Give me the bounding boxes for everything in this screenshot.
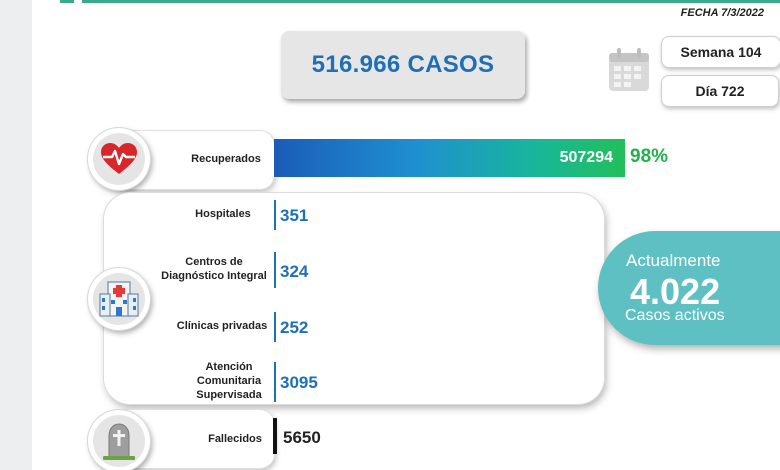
top-accent-left	[60, 0, 74, 3]
tombstone-icon	[88, 410, 150, 470]
recovered-percent: 98%	[630, 146, 669, 167]
active-subtitle: Casos activos	[625, 307, 725, 324]
day-badge: Día 722	[661, 75, 779, 107]
week-badge: Semana 104	[661, 36, 780, 68]
care-divider-4	[274, 362, 276, 402]
deceased-divider	[273, 418, 277, 454]
active-cases-badge: Actualmente 4.022 Casos activos	[598, 231, 780, 345]
care-divider-1	[274, 200, 276, 230]
date-label: FECHA 7/3/2022	[680, 7, 764, 19]
care-value-comunitaria: 3095	[280, 373, 318, 392]
care-panel	[104, 193, 604, 404]
total-cases-box: 516.966 CASOS	[281, 31, 525, 99]
care-label-comunitaria: Atención Comunitaria Supervisada	[196, 361, 262, 401]
calendar-icon	[607, 47, 651, 93]
total-cases-value: 516.966 CASOS	[311, 51, 495, 78]
care-label-hospitales: Hospitales	[195, 208, 251, 220]
care-label-clinicas: Clínicas privadas	[176, 320, 268, 332]
recovered-label: Recuperados	[191, 153, 261, 165]
deceased-label: Fallecidos	[208, 433, 262, 445]
recovered-bar: 507294	[274, 139, 625, 177]
active-title: Actualmente	[626, 251, 721, 270]
top-accent-bar	[82, 0, 780, 3]
care-divider-3	[274, 312, 276, 342]
care-value-clinicas: 252	[280, 318, 309, 337]
active-count: 4.022	[630, 271, 721, 312]
recovered-value: 507294	[559, 149, 613, 166]
care-divider-2	[274, 252, 276, 288]
care-label-cdi: Centros de Diagnóstico Integral	[161, 256, 267, 282]
heart-pulse-icon	[88, 128, 150, 190]
hospital-icon	[88, 268, 150, 330]
care-value-hospitales: 351	[280, 206, 309, 225]
care-value-cdi: 324	[280, 262, 309, 281]
left-gutter	[0, 0, 32, 470]
deceased-value: 5650	[283, 428, 321, 447]
